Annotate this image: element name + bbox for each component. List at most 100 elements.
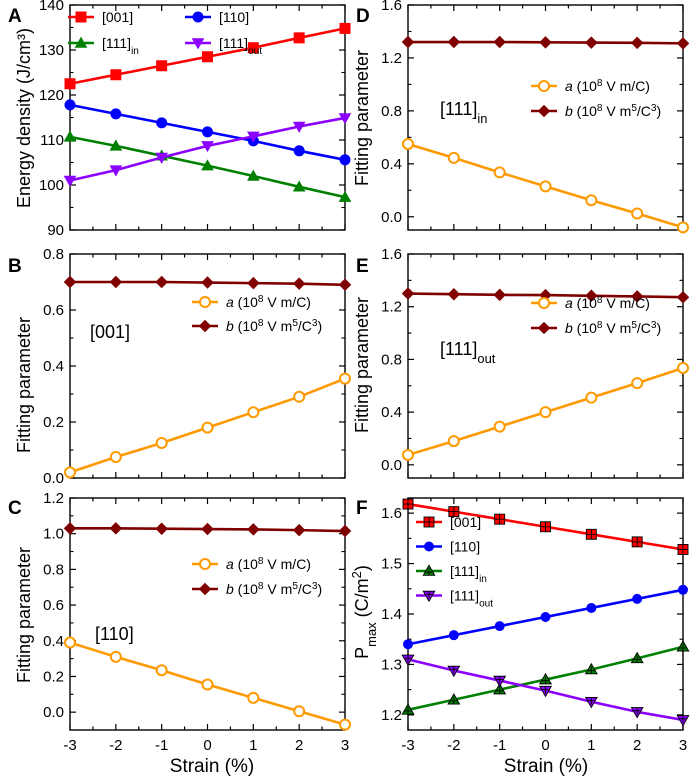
data-point xyxy=(110,108,122,120)
data-point xyxy=(402,137,414,150)
y-tick-label: 0.6 xyxy=(43,597,64,614)
y-axis-label: Energy density (J/cm³) xyxy=(14,28,34,208)
y-tick-label: 1.2 xyxy=(381,707,402,724)
panel-letter: E xyxy=(356,256,369,277)
data-point xyxy=(155,664,168,677)
y-axis-label: Fitting parameter xyxy=(352,297,372,433)
panel-letter: D xyxy=(356,6,370,27)
legend-label: [001] xyxy=(102,9,133,25)
legend-label: b (108 V m5/C3) xyxy=(565,320,661,337)
x-tick-label: 2 xyxy=(633,737,641,754)
data-point xyxy=(537,321,551,335)
data-point xyxy=(493,35,506,49)
data-point xyxy=(155,275,168,289)
data-point xyxy=(292,277,306,290)
data-point xyxy=(247,523,260,536)
data-point xyxy=(191,38,205,50)
data-point xyxy=(155,522,168,535)
data-point xyxy=(74,36,88,48)
x-tick-label: 3 xyxy=(679,737,687,754)
panel-annotation: [111]in xyxy=(440,99,487,126)
data-point xyxy=(540,612,551,623)
data-point xyxy=(424,541,434,552)
y-tick-label: 130 xyxy=(39,42,64,59)
panel-B: 0.0 0.2 0.4 0.6 0.8 B Fitting parameter a (108 … xyxy=(8,246,352,487)
y-tick-label: 0.2 xyxy=(43,414,64,431)
y-tick-label: 140 xyxy=(39,0,64,14)
data-point xyxy=(339,372,351,385)
data-point xyxy=(402,448,414,461)
y-tick-label: 1.2 xyxy=(381,50,402,67)
data-point xyxy=(201,522,214,536)
data-point xyxy=(64,99,76,111)
data-point xyxy=(676,37,690,50)
y-tick-label: 0.8 xyxy=(43,561,64,578)
data-point xyxy=(202,51,213,63)
panel-annotation: [001] xyxy=(90,322,130,342)
y-tick-label: 0.0 xyxy=(381,209,402,226)
data-point xyxy=(247,131,260,143)
data-point xyxy=(198,582,212,596)
data-point xyxy=(155,152,168,164)
x-tick-label: 2 xyxy=(295,737,303,754)
data-point xyxy=(64,78,76,90)
data-point xyxy=(64,466,76,479)
data-point xyxy=(586,602,597,613)
data-point xyxy=(247,276,260,290)
data-point xyxy=(247,42,259,54)
data-point xyxy=(63,175,77,187)
x-tick-label: -3 xyxy=(401,737,414,754)
data-point xyxy=(247,169,260,181)
x-axis-label-right: Strain (%) xyxy=(504,756,588,777)
data-point xyxy=(293,32,305,44)
data-point xyxy=(201,159,214,171)
data-point xyxy=(339,22,351,34)
legend-label: [110] xyxy=(219,9,249,25)
data-point xyxy=(109,522,123,535)
data-point xyxy=(632,593,643,604)
data-point xyxy=(156,117,168,129)
data-point xyxy=(109,139,123,151)
data-point xyxy=(678,584,688,595)
data-point xyxy=(292,523,306,537)
data-point xyxy=(201,276,214,289)
data-point xyxy=(677,361,689,374)
panel-letter: A xyxy=(8,6,22,27)
data-point xyxy=(201,141,214,153)
data-point xyxy=(109,165,123,177)
data-point xyxy=(338,524,352,538)
y-axis-label: Fitting parameter xyxy=(352,50,372,186)
y-tick-label: 1.4 xyxy=(381,606,402,623)
y-tick-label: 0.6 xyxy=(43,302,64,319)
x-tick-label: 1 xyxy=(587,737,595,754)
panel-E: 0.0 0.4 0.8 1.2 1.6 E Fitting parameter a (108 … xyxy=(352,246,690,479)
data-point xyxy=(676,290,690,304)
data-point xyxy=(631,207,644,220)
y-axis-label: Pmax (C/m2) xyxy=(349,565,379,659)
y-tick-label: 110 xyxy=(40,132,64,149)
legend-label: a (108 V m/C) xyxy=(565,295,650,312)
y-tick-label: 1.6 xyxy=(381,505,402,522)
data-point xyxy=(292,121,306,133)
y-tick-label: 0.0 xyxy=(43,470,64,487)
y-tick-label: 0.4 xyxy=(43,358,64,375)
data-point xyxy=(630,290,644,303)
y-tick-label: 1.5 xyxy=(381,556,402,573)
y-tick-label: 1.0 xyxy=(43,526,64,543)
data-point xyxy=(539,36,552,49)
data-point xyxy=(155,437,168,449)
data-point xyxy=(339,154,351,166)
data-point xyxy=(401,35,415,49)
y-tick-label: 0.8 xyxy=(381,351,402,368)
data-point xyxy=(538,80,550,92)
data-point xyxy=(447,35,461,49)
data-point xyxy=(585,194,598,207)
data-point xyxy=(247,691,260,704)
legend-label: [111]out xyxy=(450,588,493,610)
y-tick-label: 0.0 xyxy=(43,704,64,721)
y-tick-label: 90 xyxy=(47,222,64,239)
legend-label: [111]out xyxy=(219,35,262,57)
legend-label: b (108 V m5/C3) xyxy=(226,581,322,598)
